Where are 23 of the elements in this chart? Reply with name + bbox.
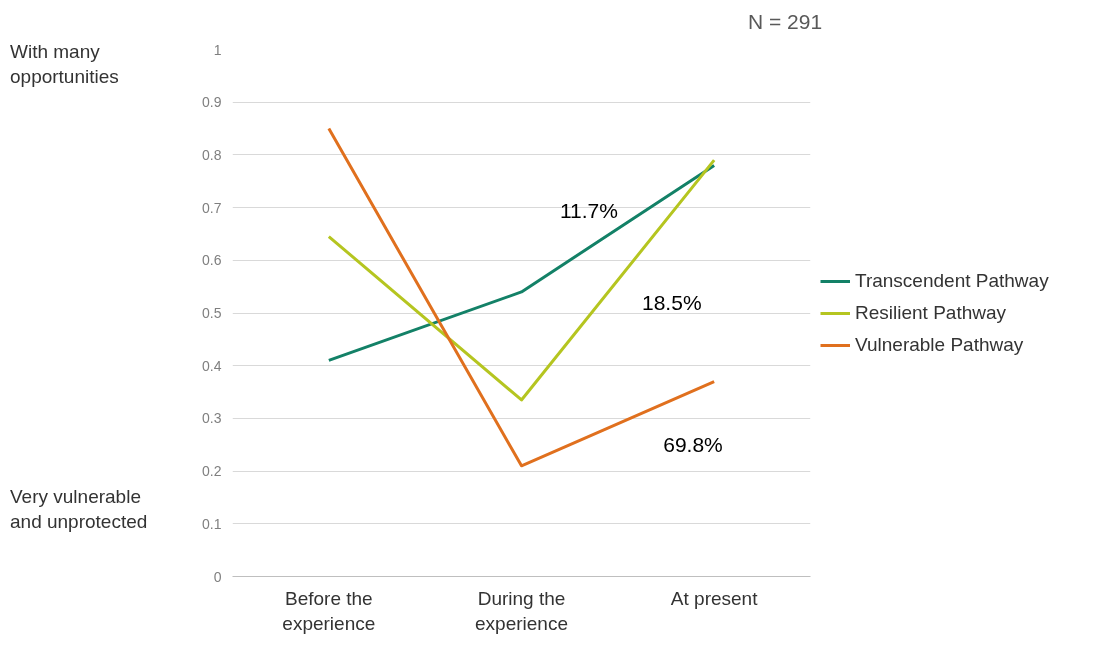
y-tick-label: 0.4 [202,357,222,374]
x-tick-label: Before the experience [282,587,376,634]
y-tick-label: 0.5 [202,305,222,321]
x-tick-label: At present [670,587,759,609]
y-tick-label: 1 [213,41,222,58]
y-tick-label: 0.6 [202,252,222,269]
legend-label: Transcendent Pathway [855,269,1049,292]
legend-label: Vulnerable Pathway [855,333,1024,356]
text: N = 291 [748,9,823,35]
y-tick-label: 0.1 [202,515,222,532]
legend-label: Resilient Pathway [855,301,1007,324]
annotation: 11.7% [559,198,618,222]
y-tick-label: 0.3 [202,410,222,427]
text: With many opportunities [10,40,120,89]
annotation: 18.5% [642,290,702,314]
y-tick-label: 0.8 [202,146,222,163]
y-tick-label: 0.7 [202,199,222,216]
text: Very vulnerable and unprotected [10,485,149,534]
annotation: 69.8% [663,433,723,457]
y-tick-label: 0 [213,568,222,585]
x-tick-label: During the experience [475,587,568,634]
y-tick-label: 0.9 [202,94,222,111]
y-tick-label: 0.2 [202,463,222,480]
